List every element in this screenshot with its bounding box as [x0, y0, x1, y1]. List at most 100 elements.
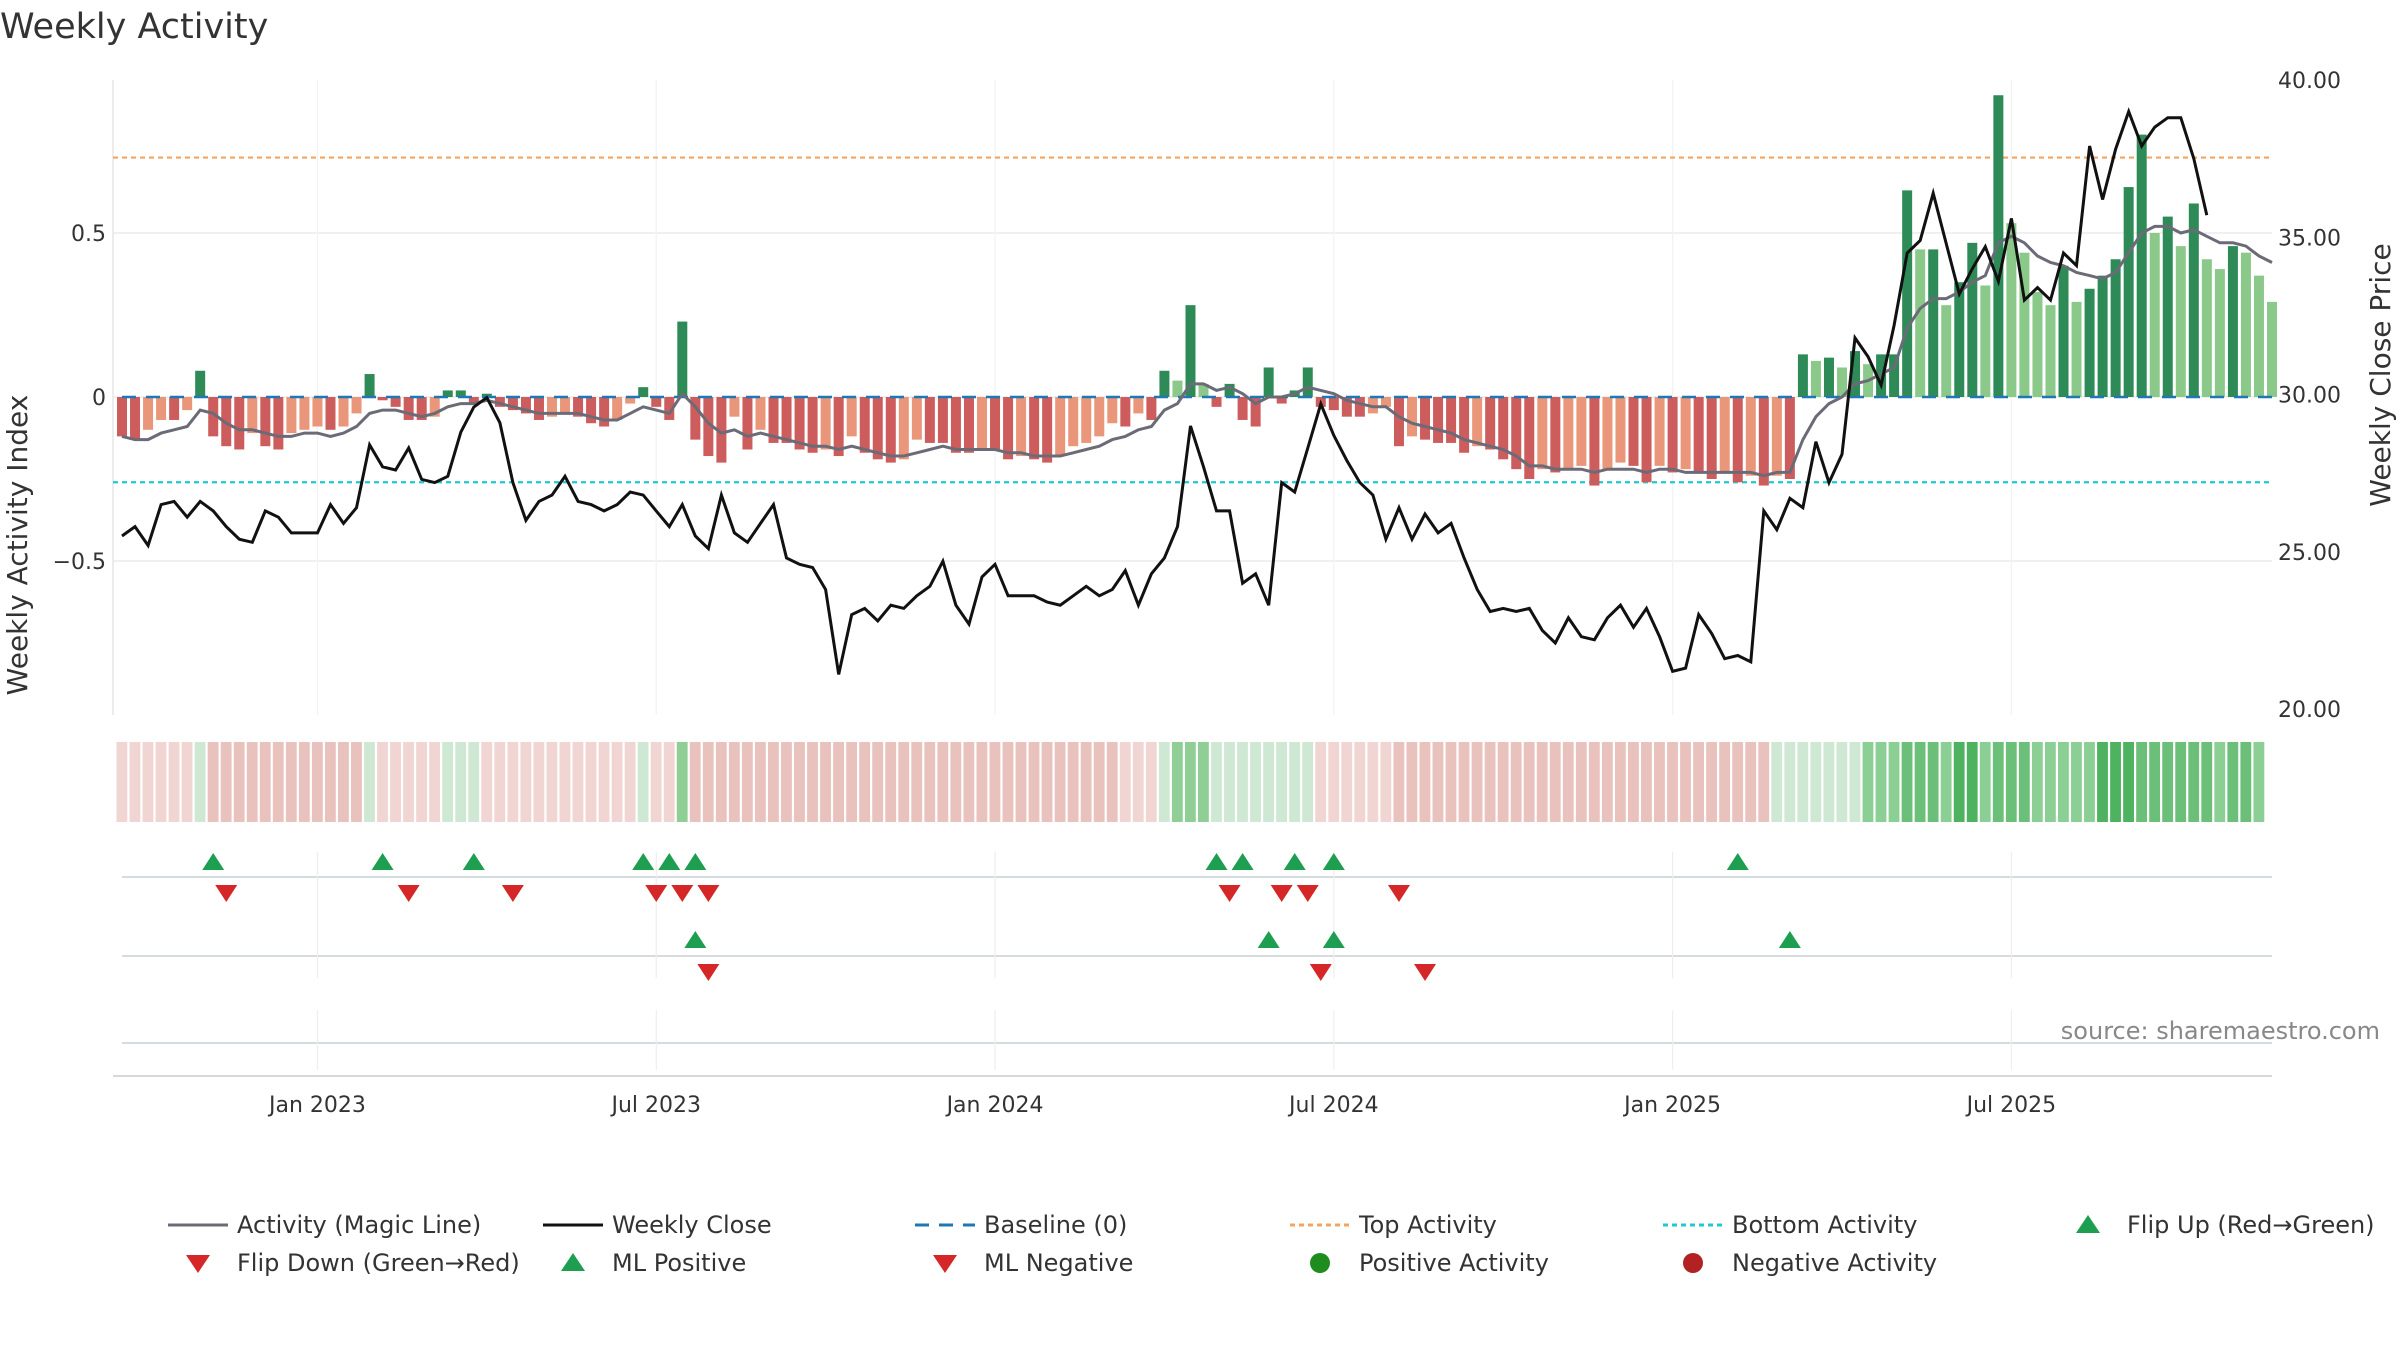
activity-bar [1719, 397, 1730, 473]
heat-cell [403, 742, 414, 822]
activity-bar [1706, 397, 1717, 479]
heat-cell [468, 742, 480, 822]
activity-bar [833, 397, 844, 457]
heat-cell [1523, 742, 1535, 822]
activity-bar [1341, 397, 1352, 417]
legend-label: ML Positive [612, 1249, 746, 1277]
heat-cell [872, 742, 884, 822]
legend-label: Weekly Close [612, 1211, 772, 1239]
heat-cell [2188, 742, 2200, 822]
main-lines [121, 107, 2273, 675]
activity-bar [1081, 397, 1092, 443]
activity-bar [2019, 252, 2030, 397]
heat-cell [298, 742, 310, 822]
heat-cell [2071, 742, 2082, 822]
heat-cell [494, 742, 506, 822]
heat-cell [2149, 742, 2161, 822]
heat-cell [1184, 742, 1196, 822]
heat-cell [285, 742, 297, 822]
heat-cell [1341, 742, 1353, 822]
legend-label: Top Activity [1358, 1211, 1497, 1239]
activity-bar [1055, 397, 1066, 457]
legend: Activity (Magic Line) Weekly Close Baselin… [168, 1211, 2375, 1277]
legend-label: Flip Up (Red→Green) [2127, 1211, 2375, 1239]
right-tick-label: 20.00 [2278, 698, 2341, 723]
heat-cell [1562, 742, 1574, 822]
heat-cell [546, 742, 558, 822]
heat-cell [794, 742, 805, 822]
ml-positive-marker [1778, 931, 1801, 948]
activity-bar [1133, 397, 1144, 414]
activity-bar [703, 397, 714, 457]
heat-cell [820, 742, 831, 822]
activity-bar [729, 397, 740, 417]
heat-cell [2123, 742, 2134, 822]
heat-cell [129, 742, 141, 822]
right-tick-label: 40.00 [2278, 69, 2341, 94]
flip-up-marker [1726, 853, 1749, 870]
heat-cell [533, 742, 545, 822]
heat-cell [181, 742, 193, 822]
activity-bar [1680, 397, 1691, 470]
heat-cell [1823, 742, 1835, 822]
legend-label: Bottom Activity [1732, 1211, 1917, 1239]
activity-bar [625, 397, 636, 404]
heat-cell [1093, 742, 1105, 822]
activity-bar [1068, 397, 1079, 447]
heat-cell [324, 742, 336, 822]
activity-bar [1433, 397, 1444, 443]
activity-bar [312, 397, 323, 427]
heat-cell [741, 742, 753, 822]
source-label: source: sharemaestro.com [2061, 1017, 2380, 1045]
activity-bar [286, 397, 297, 434]
activity-bar [690, 397, 701, 440]
heat-cell [846, 742, 858, 822]
activity-bar [1407, 397, 1417, 437]
activity-bar [156, 397, 167, 420]
activity-bar [1550, 397, 1561, 473]
heat-cell [1706, 742, 1718, 822]
weekly-close-line [121, 107, 2209, 675]
activity-bar [1928, 249, 1939, 397]
activity-bar [1094, 397, 1105, 437]
heat-cell [507, 742, 519, 822]
activity-bar [1211, 397, 1222, 407]
activity-bar [2071, 301, 2082, 397]
heat-cell [976, 742, 988, 822]
heat-cell [220, 742, 232, 822]
heat-cell [1836, 742, 1848, 822]
activity-bar [1589, 397, 1600, 486]
activity-bar [1485, 397, 1496, 450]
heat-cell [1745, 742, 1757, 822]
heat-cell [1041, 742, 1053, 822]
heat-cell [676, 742, 688, 822]
heat-cell [1354, 742, 1366, 822]
heat-cell [754, 742, 766, 822]
flip-up-marker [1205, 853, 1228, 870]
x-tick-label: Jan 2023 [267, 1093, 366, 1118]
heat-cell [338, 742, 349, 822]
heat-cell [1106, 742, 1118, 822]
flip-down-marker [1218, 885, 1241, 902]
flip-up-marker [202, 853, 225, 870]
heat-cell [311, 742, 323, 822]
activity-bar [1967, 242, 1978, 397]
activity-bar [2136, 134, 2147, 397]
activity-bar [195, 370, 206, 397]
activity-bar [924, 397, 935, 443]
legend-label: Activity (Magic Line) [237, 1211, 481, 1239]
activity-bar [1367, 397, 1378, 414]
heat-cell [1054, 742, 1066, 822]
heat-cell [1250, 742, 1261, 822]
activity-bar [1146, 397, 1157, 420]
heat-cell [1549, 742, 1561, 822]
heat-cell [833, 742, 844, 822]
activity-bar [963, 397, 974, 453]
activity-bar [2006, 223, 2017, 397]
activity-bar [1120, 397, 1131, 427]
heat-cell [2175, 742, 2187, 822]
activity-bar [1393, 397, 1404, 447]
activity-bar [1980, 285, 1991, 397]
flip-up-marker [684, 853, 707, 870]
heat-cell [1224, 742, 1235, 822]
